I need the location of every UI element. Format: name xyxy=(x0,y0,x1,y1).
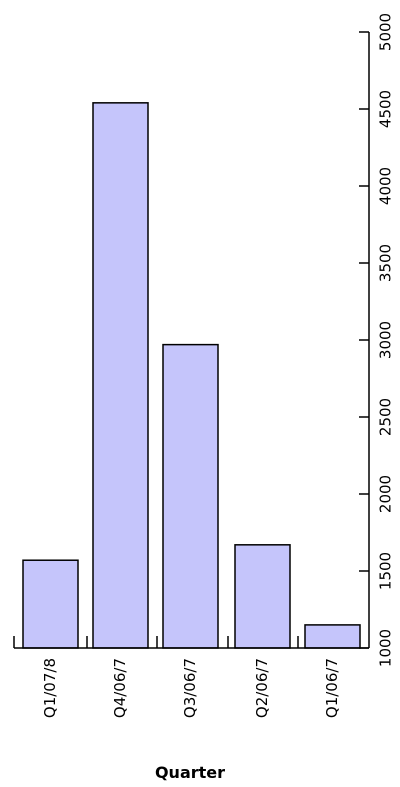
bar-1 xyxy=(22,559,79,649)
value-tick-label-3000: 3000 xyxy=(377,321,395,359)
category-labels: Q1/07/8 Q4/06/7 Q3/06/7 Q2/06/7 Q1/06/7 xyxy=(41,658,341,718)
value-tick-label-1000: 1000 xyxy=(377,629,395,667)
value-tick-label-2000: 2000 xyxy=(377,475,395,513)
category-label-5: Q1/06/7 xyxy=(323,658,341,718)
value-tick-label-1500: 1500 xyxy=(377,552,395,590)
value-tick-label-4000: 4000 xyxy=(377,167,395,205)
value-tick-label-5000: 5000 xyxy=(377,13,395,51)
category-label-4: Q2/06/7 xyxy=(253,658,271,718)
bar-3 xyxy=(162,343,219,649)
value-axis-ticks: 1000 1500 2000 2500 3000 3500 4000 4500 5000 xyxy=(359,13,395,667)
value-tick-label-3500: 3500 xyxy=(377,244,395,282)
value-tick-label-2500: 2500 xyxy=(377,398,395,436)
bars-group xyxy=(22,102,361,649)
value-tick-label-4500: 4500 xyxy=(377,90,395,128)
bar-2 xyxy=(92,102,149,649)
bar-4 xyxy=(234,544,291,649)
bar-5 xyxy=(304,624,361,649)
x-axis-title: Quarter xyxy=(155,763,225,782)
category-label-1: Q1/07/8 xyxy=(41,658,59,718)
category-label-3: Q3/06/7 xyxy=(181,658,199,718)
category-label-2: Q4/06/7 xyxy=(111,658,129,718)
